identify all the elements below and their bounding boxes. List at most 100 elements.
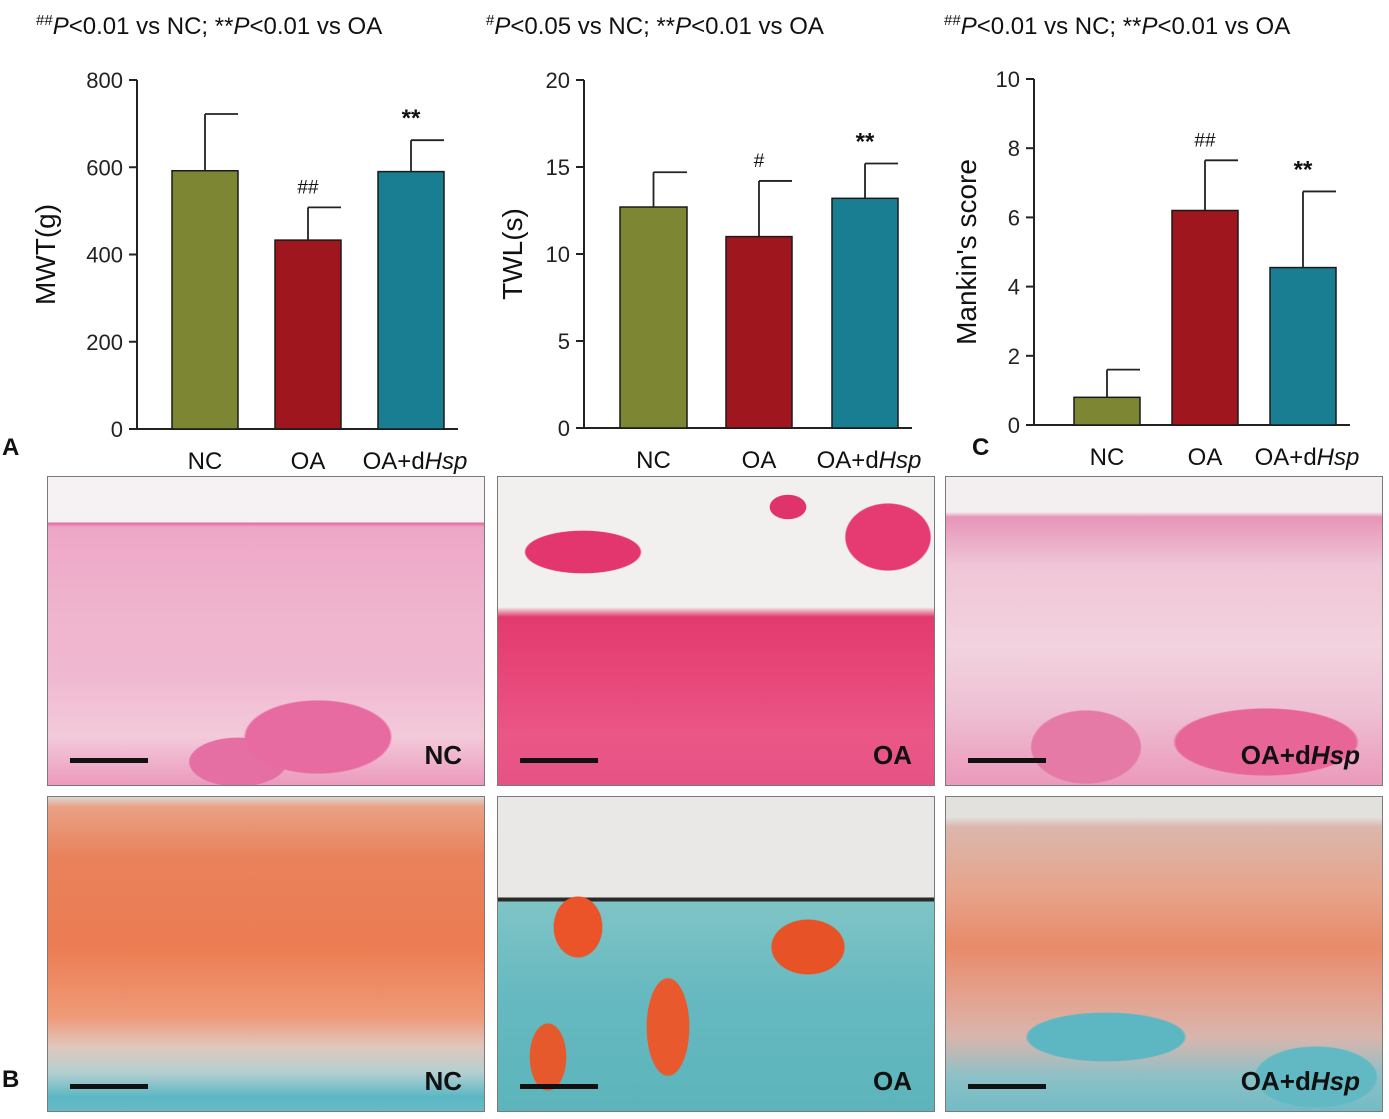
bar bbox=[619, 206, 688, 429]
histology-so-oa: OA bbox=[497, 796, 935, 1112]
y-tick-label: 20 bbox=[546, 68, 570, 93]
panel-letter-c: C bbox=[972, 434, 990, 461]
scale-bar bbox=[70, 758, 148, 763]
x-tick-label: OA+dHsp bbox=[817, 447, 922, 474]
x-tick-label-part: OA+d bbox=[817, 447, 879, 474]
histology-label: NC bbox=[424, 740, 462, 770]
chart-title: ##P<0.01 vs NC; **P<0.01 vs OA bbox=[944, 12, 1290, 40]
significance-label: # bbox=[754, 151, 765, 172]
x-tick-label: OA+dHsp bbox=[1255, 444, 1360, 471]
chart-title-part: P bbox=[53, 13, 69, 40]
scale-bar bbox=[968, 1084, 1046, 1089]
x-tick-label-part: OA+d bbox=[1255, 444, 1317, 471]
x-tick-label-part: OA+d bbox=[363, 448, 425, 475]
x-tick-label-part: NC bbox=[1090, 444, 1125, 471]
histology-he-oa-dhsp: OA+dHsp bbox=[945, 476, 1383, 786]
histology-he-nc: NC bbox=[47, 476, 485, 786]
bar bbox=[1171, 209, 1239, 426]
x-tick-label: NC bbox=[1090, 444, 1125, 471]
bar bbox=[1073, 396, 1141, 426]
label-prefix: OA+d bbox=[1240, 1066, 1311, 1096]
y-tick-label: 800 bbox=[86, 68, 123, 93]
significance-label: ## bbox=[1194, 130, 1216, 151]
y-tick-label: 5 bbox=[558, 329, 570, 354]
x-tick-label-part: NC bbox=[636, 447, 671, 474]
chart-title-part: P bbox=[233, 13, 249, 40]
chart-title-part: P bbox=[1141, 13, 1157, 40]
chart-title-part: <0.01 vs OA bbox=[691, 13, 824, 40]
bar bbox=[725, 235, 793, 429]
scale-bar bbox=[520, 1084, 598, 1089]
x-tick-label-part: Hsp bbox=[1317, 444, 1360, 471]
panel-letter-a: A bbox=[2, 434, 20, 461]
chart-title-part: <0.01 vs OA bbox=[249, 13, 382, 40]
histology-label: OA+dHsp bbox=[1241, 740, 1360, 771]
chart-title-part: ** bbox=[1123, 13, 1142, 40]
histology-so-nc: NC bbox=[47, 796, 485, 1112]
label-italic: Hsp bbox=[1310, 1066, 1360, 1096]
y-tick-label: 10 bbox=[996, 67, 1020, 92]
y-axis-label: Mankin's score bbox=[951, 159, 982, 345]
x-tick-label-part: NC bbox=[188, 448, 223, 475]
scale-bar bbox=[70, 1084, 148, 1089]
chart-title-part: <0.01 vs NC; bbox=[977, 13, 1123, 40]
chart-title-part: P bbox=[675, 13, 691, 40]
x-tick-label: OA bbox=[742, 447, 777, 474]
y-tick-label: 600 bbox=[86, 155, 123, 180]
x-tick-label: NC bbox=[188, 448, 223, 475]
chart-title: #P<0.05 vs NC; **P<0.01 vs OA bbox=[486, 12, 824, 40]
chart-title-part: ** bbox=[656, 13, 675, 40]
histology-label: OA bbox=[873, 1066, 912, 1096]
significance-label: ** bbox=[1294, 156, 1313, 183]
y-axis-label: TWL(s) bbox=[497, 208, 528, 300]
significance-label: ## bbox=[297, 177, 319, 198]
bar bbox=[1269, 266, 1337, 426]
histology-so-oa-dhsp: OA+dHsp bbox=[945, 796, 1383, 1112]
y-tick-label: 8 bbox=[1008, 136, 1020, 161]
y-tick-label: 400 bbox=[86, 243, 123, 268]
x-tick-label-part: OA bbox=[742, 447, 777, 474]
bar bbox=[274, 239, 342, 430]
bar bbox=[831, 197, 899, 429]
bar bbox=[377, 170, 445, 430]
label-prefix: OA+d bbox=[1240, 740, 1311, 770]
histology-he-oa: OA bbox=[497, 476, 935, 786]
x-tick-label: OA bbox=[291, 448, 326, 475]
y-tick-label: 6 bbox=[1008, 205, 1020, 230]
y-tick-label: 0 bbox=[558, 416, 570, 441]
histology-label: OA+dHsp bbox=[1241, 1066, 1360, 1097]
x-tick-label-part: OA bbox=[291, 448, 326, 475]
histology-label: OA bbox=[873, 740, 912, 770]
scale-bar bbox=[968, 758, 1046, 763]
significance-label: ** bbox=[856, 129, 875, 156]
chart-title-part: P bbox=[494, 13, 510, 40]
chart-title-part: # bbox=[486, 12, 495, 29]
chart-title-part: ** bbox=[215, 13, 234, 40]
y-tick-label: 2 bbox=[1008, 344, 1020, 369]
panel-letter-b: B bbox=[2, 1066, 20, 1093]
chart-title-part: <0.01 vs NC; bbox=[69, 13, 215, 40]
x-tick-label-part: OA bbox=[1188, 444, 1223, 471]
x-tick-label-part: Hsp bbox=[879, 447, 922, 474]
y-tick-label: 10 bbox=[546, 242, 570, 267]
y-tick-label: 15 bbox=[546, 155, 570, 180]
scale-bar bbox=[520, 758, 598, 763]
label-italic: Hsp bbox=[1310, 740, 1360, 770]
chart-title-part: <0.01 vs OA bbox=[1157, 13, 1290, 40]
chart-title-part: <0.05 vs NC; bbox=[510, 13, 656, 40]
bar-charts: ##P<0.01 vs NC; **P<0.01 vs OA0200400600… bbox=[30, 12, 1360, 475]
y-axis-label: MWT(g) bbox=[30, 204, 61, 305]
y-tick-label: 0 bbox=[1008, 413, 1020, 438]
chart-title-part: ## bbox=[944, 12, 961, 29]
chart-title-part: ## bbox=[36, 12, 53, 29]
chart-title: ##P<0.01 vs NC; **P<0.01 vs OA bbox=[36, 12, 382, 40]
y-tick-label: 200 bbox=[86, 330, 123, 355]
x-tick-label: NC bbox=[636, 447, 671, 474]
x-tick-label-part: Hsp bbox=[425, 448, 468, 475]
y-tick-label: 4 bbox=[1008, 275, 1020, 300]
significance-label: ** bbox=[402, 105, 421, 132]
bar bbox=[171, 169, 239, 430]
chart-title-part: P bbox=[961, 13, 977, 40]
x-tick-label: OA bbox=[1188, 444, 1223, 471]
histology-label: NC bbox=[424, 1066, 462, 1096]
